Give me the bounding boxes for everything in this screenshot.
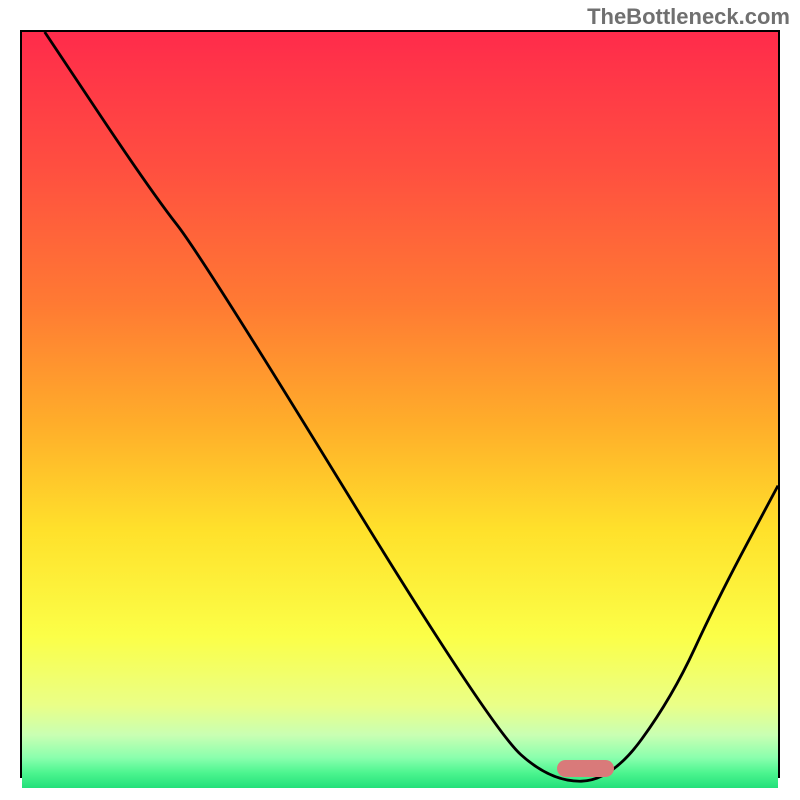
curve-line	[22, 32, 778, 788]
chart-container: TheBottleneck.com	[0, 0, 800, 800]
watermark-text: TheBottleneck.com	[587, 4, 790, 30]
optimal-marker	[557, 760, 614, 776]
plot-area	[20, 30, 780, 778]
